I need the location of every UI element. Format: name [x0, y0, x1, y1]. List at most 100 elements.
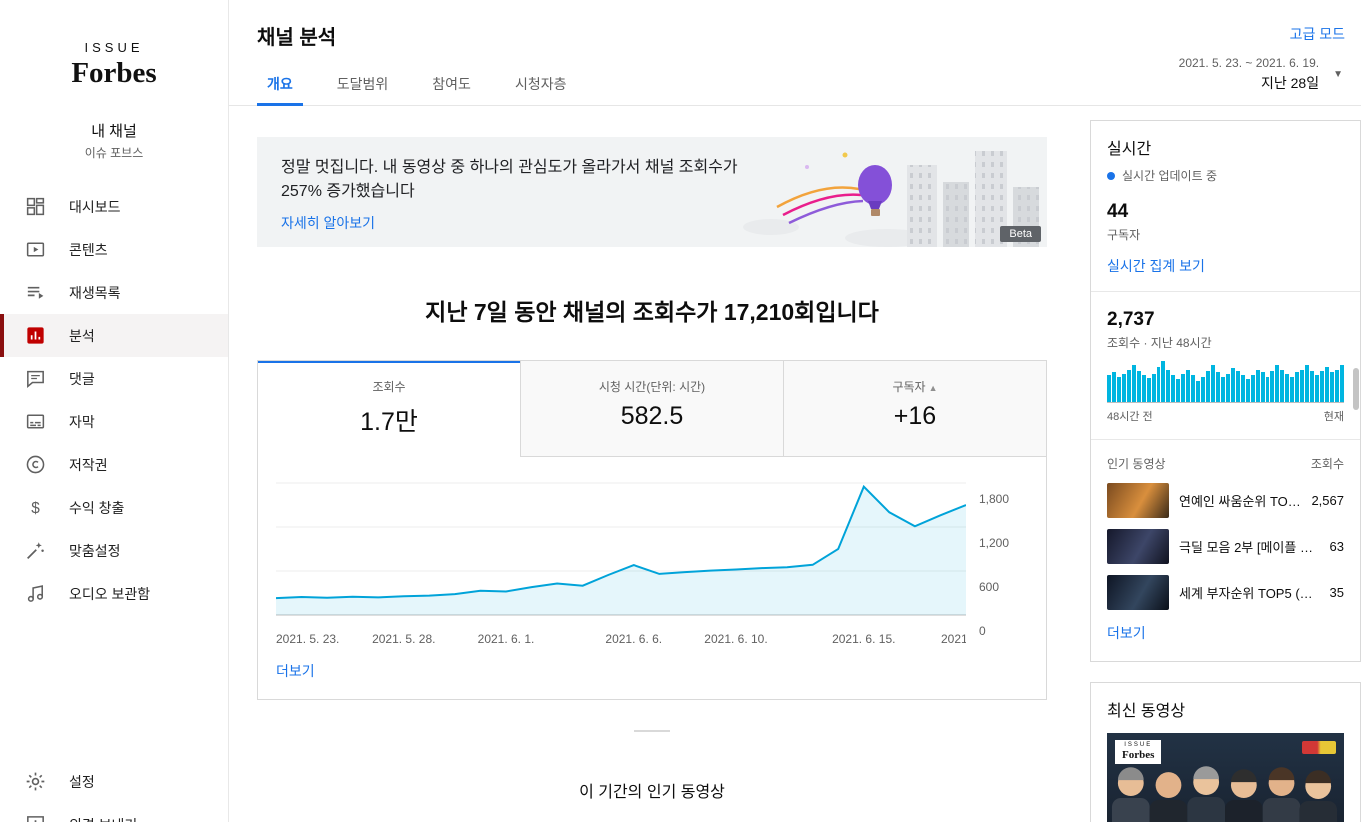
realtime-bar [1225, 373, 1230, 402]
right-column: 실시간 실시간 업데이트 중 44 구독자 실시간 집계 보기 2,737 조회… [1090, 106, 1361, 822]
wand-icon [24, 539, 47, 562]
realtime-bar [1245, 379, 1250, 402]
x-axis-label: 2021. 6. 15. [832, 632, 896, 646]
realtime-bar [1141, 375, 1146, 402]
y-axis-label: 1,800 [979, 492, 1010, 506]
y-axis-label: 0 [979, 624, 986, 638]
date-range-text: 2021. 5. 23. ~ 2021. 6. 19. [1178, 56, 1320, 70]
realtime-bar [1201, 376, 1206, 402]
video-list-item[interactable]: 세계 부자순위 TOP5 (포브스 ... 35 [1107, 575, 1344, 610]
realtime-bar [1310, 370, 1315, 402]
sidebar-item-copyright[interactable]: 저작권 [0, 443, 228, 486]
x-axis-label: 2021. 6. 10. [704, 632, 768, 646]
thumbnail-decoration [1302, 741, 1336, 754]
metric-value: +16 [893, 402, 937, 430]
realtime-bar-axis: 48시간 전 현재 [1107, 408, 1344, 424]
sidebar-item-label: 대시보드 [69, 198, 121, 215]
realtime-bar [1161, 361, 1166, 402]
tab-audience[interactable]: 시청자층 [514, 76, 567, 92]
sidebar-item-label: 댓글 [69, 370, 95, 387]
metric-tab-watch-time[interactable]: 시청 시간(단위: 시간) 582.5 [520, 361, 783, 457]
chart-see-more-link[interactable]: 더보기 [276, 663, 315, 679]
date-range-picker[interactable]: 2021. 5. 23. ~ 2021. 6. 19. 지난 28일 ▼ [1171, 52, 1351, 97]
metric-label: 시청 시간(단위: 시간) [598, 380, 706, 394]
realtime-bar [1250, 375, 1255, 402]
date-range-texts: 2021. 5. 23. ~ 2021. 6. 19. 지난 28일 [1179, 56, 1319, 93]
sidebar-item-monetization[interactable]: $ 수익 창출 [0, 486, 228, 529]
realtime-status-text: 실시간 업데이트 중 [1122, 169, 1217, 183]
sidebar-item-playlists[interactable]: 재생목록 [0, 271, 228, 314]
analytics-icon [24, 324, 47, 347]
insight-banner: 정말 멋집니다. 내 동영상 중 하나의 관심도가 올라가서 채널 조회수가 2… [257, 137, 1047, 247]
banner-body: 정말 멋집니다. 내 동영상 중 하나의 관심도가 올라가서 채널 조회수가 2… [257, 137, 749, 233]
comment-icon [24, 367, 47, 390]
sidebar-item-label: 저작권 [69, 456, 108, 473]
tab-engagement[interactable]: 참여도 [432, 76, 471, 92]
sidebar-item-content[interactable]: 콘텐츠 [0, 228, 228, 271]
y-axis-label: 1,200 [979, 536, 1010, 550]
video-views: 35 [1329, 585, 1344, 600]
main-area: 채널 분석 개요 도달범위 참여도 시청자층 고급 모드 2021. 5. 23. ~… [229, 0, 1361, 822]
page-scrollbar[interactable] [1353, 368, 1359, 410]
learn-more-link[interactable]: 자세히 알아보기 [281, 215, 376, 231]
dashboard-icon [24, 195, 47, 218]
sidebar-item-settings[interactable]: 설정 [0, 760, 228, 803]
sidebar-item-label: 오디오 보관함 [69, 585, 151, 602]
realtime-bar [1131, 365, 1136, 402]
latest-videos-card: 최신 동영상 ISSUE Forbes [1090, 682, 1361, 822]
sidebar-item-dashboard[interactable]: 대시보드 [0, 185, 228, 228]
realtime-bar [1166, 369, 1171, 402]
realtime-bar [1151, 373, 1156, 402]
gear-icon [24, 770, 47, 793]
realtime-see-more-link[interactable]: 더보기 [1107, 625, 1146, 641]
sidebar-item-subtitles[interactable]: 자막 [0, 400, 228, 443]
realtime-bar [1171, 375, 1176, 402]
advanced-mode-link[interactable]: 고급 모드 [1289, 26, 1345, 42]
sidebar-item-feedback[interactable]: 의견 보내기 [0, 803, 228, 822]
topbar: 채널 분석 개요 도달범위 참여도 시청자층 고급 모드 2021. 5. 23. ~… [229, 0, 1361, 106]
line-chart-plot [276, 482, 966, 616]
beta-badge: Beta [1000, 226, 1041, 242]
metric-tabs: 조회수 1.7만 시청 시간(단위: 시간) 582.5 구독자 ▲ +16 [258, 361, 1046, 457]
video-title: 세계 부자순위 TOP5 (포브스 ... [1179, 586, 1320, 601]
logo-forbes-text: Forbes [71, 57, 157, 89]
channel-name: 내 채널 [91, 123, 137, 140]
sidebar-item-analytics[interactable]: 분석 [0, 314, 228, 357]
subtitles-icon [24, 410, 47, 433]
y-axis: 0 600 1,200 1,800 [966, 473, 1028, 638]
realtime-bar [1265, 376, 1270, 402]
latest-video-thumbnail[interactable]: ISSUE Forbes 부자 순위 세계 부자순위 TOP5 (포브스 선정) [1107, 733, 1344, 822]
realtime-bar [1196, 380, 1201, 402]
tab-reach[interactable]: 도달범위 [336, 76, 389, 92]
realtime-bar [1319, 370, 1324, 402]
x-axis-label: 2021. 6... [940, 632, 966, 646]
page-title: 채널 분석 [257, 27, 337, 49]
video-thumbnail [1107, 529, 1169, 564]
realtime-bar [1146, 377, 1151, 402]
metric-tab-views[interactable]: 조회수 1.7만 [258, 361, 520, 457]
realtime-views-label: 조회수 · 지난 48시간 [1107, 336, 1212, 350]
popular-videos-list: 연예인 싸움순위 TOP 5 (... 2,567 극딜 모음 2부 [메이플 간담… [1107, 483, 1344, 610]
realtime-subscribers-value: 44 [1107, 201, 1129, 222]
realtime-bar [1295, 372, 1300, 402]
overview-card: 조회수 1.7만 시청 시간(단위: 시간) 582.5 구독자 ▲ +16 0 600 1,2… [257, 360, 1047, 700]
section-divider [634, 730, 670, 732]
playlist-icon [24, 281, 47, 304]
sidebar-item-label: 재생목록 [69, 284, 121, 301]
video-list-item[interactable]: 연예인 싸움순위 TOP 5 (... 2,567 [1107, 483, 1344, 518]
realtime-bar [1230, 368, 1235, 402]
metric-label: 조회수 [372, 380, 406, 394]
analytics-tabs: 개요 도달범위 참여도 시청자층 [257, 62, 576, 106]
chevron-down-icon: ▼ [1333, 69, 1343, 80]
realtime-views-value: 2,737 [1107, 309, 1155, 330]
sidebar-item-audio[interactable]: 오디오 보관함 [0, 572, 228, 615]
sidebar-item-customization[interactable]: 맞춤설정 [0, 529, 228, 572]
metric-tab-subscribers[interactable]: 구독자 ▲ +16 [783, 361, 1046, 457]
latest-videos-title: 최신 동영상 [1107, 703, 1186, 720]
video-list-item[interactable]: 극딜 모음 2부 [메이플 간담회] 63 [1107, 529, 1344, 564]
sidebar-item-comments[interactable]: 댓글 [0, 357, 228, 400]
popular-videos-header-right: 조회수 [1310, 457, 1344, 471]
tab-overview[interactable]: 개요 [257, 62, 303, 106]
see-live-count-link[interactable]: 실시간 집계 보기 [1107, 258, 1205, 274]
realtime-bar [1181, 373, 1186, 402]
